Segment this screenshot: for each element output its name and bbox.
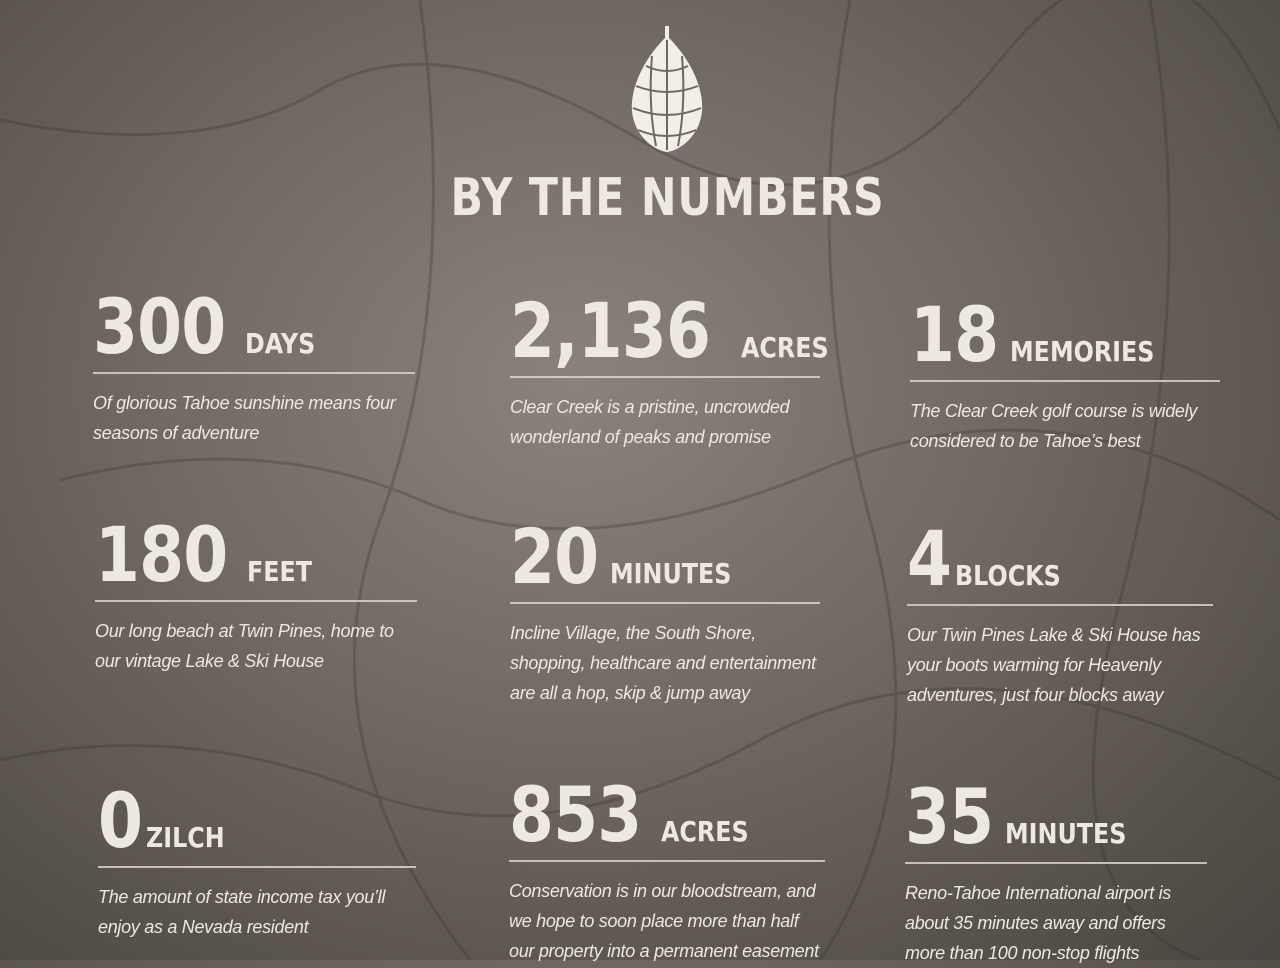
stat-card: 853 ACRES Conservation is in our bloodstr…	[509, 770, 825, 966]
divider	[98, 866, 416, 868]
stat-card: 35 MINUTES Reno-Tahoe International airpo…	[905, 772, 1207, 968]
stat-number: 4	[907, 514, 952, 603]
stat-unit: ACRES	[660, 815, 749, 848]
stat-description: Of glorious Tahoe sunshine means four se…	[93, 393, 396, 443]
stat-card: 18 MEMORIES The Clear Creek golf course i…	[910, 290, 1220, 456]
divider	[910, 380, 1220, 382]
stat-card: 20 MINUTES Incline Village, the South Sho…	[510, 512, 820, 708]
stat-unit: MEMORIES	[1009, 335, 1155, 368]
stat-unit: FEET	[246, 555, 312, 588]
stat-card: 2,136 ACRES Clear Creek is a pristine, un…	[510, 286, 829, 452]
divider	[905, 862, 1207, 864]
stat-number: 18	[910, 290, 999, 379]
stat-number: 0	[98, 776, 143, 865]
stat-number: 2,136	[510, 286, 711, 375]
stat-card: 0 ZILCH The amount of state income tax yo…	[98, 776, 416, 942]
page-title: BY THE NUMBERS	[450, 168, 885, 228]
stat-description: The amount of state income tax you’ll en…	[98, 887, 386, 937]
divider	[510, 602, 820, 604]
stat-unit: ACRES	[741, 331, 830, 364]
stat-card: 300 DAYS Of glorious Tahoe sunshine means…	[93, 282, 415, 448]
stat-description: Clear Creek is a pristine, uncrowded won…	[510, 397, 790, 447]
stat-unit: DAYS	[244, 327, 315, 360]
stat-number: 853	[509, 770, 642, 859]
stat-unit: ZILCH	[145, 821, 225, 854]
stat-number: 180	[95, 510, 228, 599]
stat-description: Incline Village, the South Shore, shoppi…	[510, 623, 816, 703]
divider	[509, 860, 825, 862]
stat-description: Our Twin Pines Lake & Ski House has your…	[907, 625, 1201, 705]
divider	[907, 604, 1213, 606]
stat-unit: MINUTES	[609, 557, 732, 590]
divider	[510, 376, 820, 378]
divider	[93, 372, 415, 374]
stat-description: Conservation is in our bloodstream, and …	[509, 881, 819, 961]
pinecone-icon	[631, 26, 703, 152]
stat-number: 20	[510, 512, 599, 601]
stat-number: 35	[905, 772, 994, 861]
stat-card: 180 FEET Our long beach at Twin Pines, ho…	[95, 510, 417, 676]
stat-unit: BLOCKS	[954, 559, 1061, 592]
stat-unit: MINUTES	[1004, 817, 1127, 850]
stat-description: The Clear Creek golf course is widely co…	[910, 401, 1198, 451]
stat-description: Reno-Tahoe International airport is abou…	[905, 883, 1172, 963]
divider	[95, 600, 417, 602]
stat-description: Our long beach at Twin Pines, home to ou…	[95, 621, 394, 671]
stat-card: 4 BLOCKS Our Twin Pines Lake & Ski House …	[907, 514, 1213, 710]
stat-number: 300	[93, 282, 226, 371]
